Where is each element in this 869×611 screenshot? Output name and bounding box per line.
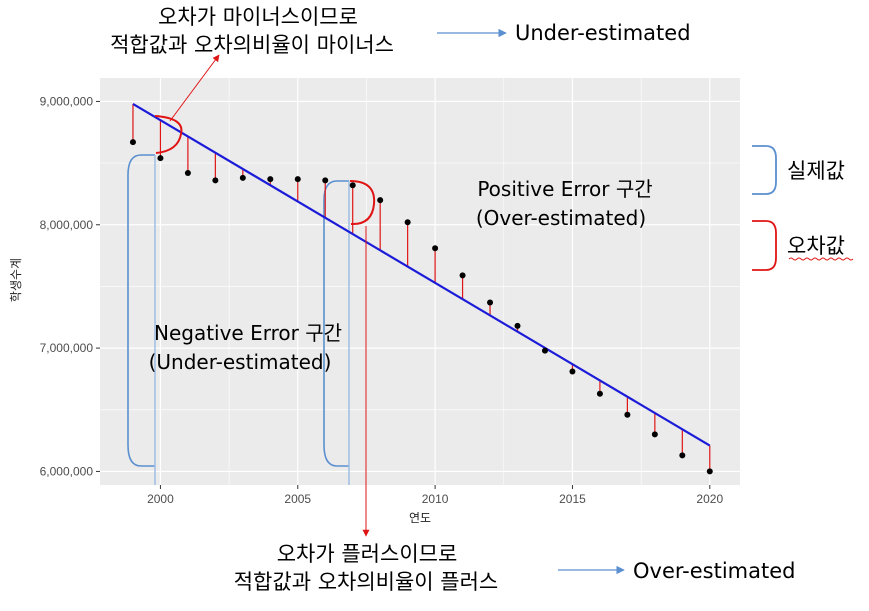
x-tick-label: 2005 — [284, 492, 311, 506]
legend-error-spellcheck-underline — [788, 257, 854, 261]
data-point — [322, 177, 329, 184]
data-point — [487, 299, 494, 306]
x-tick-label: 2000 — [147, 492, 174, 506]
data-point — [459, 272, 466, 279]
bottom-arrow-label: Over-estimated — [633, 559, 795, 583]
legend-error-bracket — [752, 220, 777, 271]
negative-error-highlight — [154, 115, 183, 154]
data-point — [212, 177, 219, 184]
data-point — [267, 176, 274, 183]
data-point — [294, 176, 301, 183]
top-note-arrow — [169, 54, 220, 122]
x-tick-label: 2020 — [696, 492, 723, 506]
legend-actual-bracket — [752, 145, 777, 195]
data-point — [679, 452, 686, 459]
data-point — [184, 169, 191, 176]
data-point — [569, 368, 576, 375]
legend-error-label: 오차값 — [787, 234, 845, 258]
fitted-line — [132, 102, 711, 447]
legend-actual-label: 실제값 — [787, 159, 845, 183]
top-arrow-label: Under-estimated — [515, 21, 691, 45]
actual-points — [129, 139, 713, 475]
y-tick-label: 7,000,000 — [40, 341, 94, 355]
grid-lines — [100, 78, 740, 485]
plot-panel — [100, 78, 740, 485]
negative-zone-line2: (Under-estimated) — [149, 350, 332, 374]
data-point — [129, 139, 136, 146]
y-tick-label: 6,000,000 — [40, 464, 94, 478]
data-point — [651, 431, 658, 438]
top-note-line2: 적합값과 오차의비율이 마이너스 — [110, 33, 394, 57]
positive-zone-line2: (Over-estimated) — [476, 206, 646, 230]
bottom-note-line2: 적합값과 오차의비율이 플러스 — [234, 570, 499, 594]
fitted-line-path — [132, 102, 711, 447]
y-tick-label: 8,000,000 — [40, 218, 94, 232]
data-point — [706, 468, 713, 475]
x-tick-label: 2015 — [559, 492, 586, 506]
data-point — [377, 197, 384, 204]
data-point — [349, 182, 356, 189]
positive-zone-bracket — [323, 180, 349, 467]
data-point — [541, 347, 548, 354]
top-note-line1: 오차가 마이너스이므로 — [158, 5, 358, 29]
positive-error-highlight — [349, 180, 376, 226]
data-point — [239, 174, 246, 181]
data-point — [624, 411, 631, 418]
x-tick-label: 2010 — [422, 492, 449, 506]
y-tick-label: 9,000,000 — [40, 94, 94, 108]
x-axis-title: 연도 — [409, 511, 431, 525]
positive-zone-line1: Positive Error 구간 — [477, 177, 652, 201]
data-point — [157, 155, 164, 162]
y-axis-title: 학생수계 — [9, 258, 23, 302]
data-point — [514, 322, 521, 329]
data-point — [404, 219, 411, 226]
axis-ticks: 2000 2005 2010 2015 2020 6,000,000 7,000,000 8,… — [40, 94, 724, 506]
data-point — [596, 390, 603, 397]
bottom-note-line1: 오차가 플러스이므로 — [277, 542, 458, 566]
negative-zone-bracket — [127, 154, 155, 467]
negative-zone-line1: Negative Error 구간 — [154, 321, 342, 345]
data-point — [432, 245, 439, 252]
